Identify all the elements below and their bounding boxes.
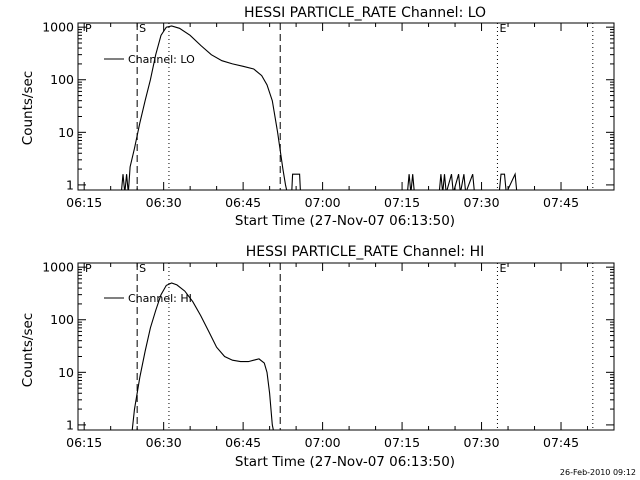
- x-tick-label: 06:15: [66, 195, 102, 210]
- event-marker-label: S: [139, 22, 146, 35]
- y-tick-label: 100: [50, 312, 74, 327]
- x-tick-label: 07:00: [305, 195, 341, 210]
- legend-label: Channel: LO: [128, 53, 195, 66]
- series-line: [131, 282, 274, 430]
- event-marker-label: E: [499, 22, 506, 35]
- y-tick-label: 10: [58, 365, 74, 380]
- corner-marker: P: [85, 262, 92, 275]
- event-marker-label: E: [499, 262, 506, 275]
- event-marker-label: S: [139, 262, 146, 275]
- footer-timestamp: 26-Feb-2010 09:12: [560, 468, 636, 477]
- y-tick-label: 1000: [42, 20, 74, 35]
- x-axis-label: Start Time (27-Nov-07 06:13:50): [235, 213, 455, 229]
- chart-title: HESSI PARTICLE_RATE Channel: LO: [244, 5, 486, 21]
- y-tick-label: 1000: [42, 260, 74, 275]
- y-tick-label: 100: [50, 72, 74, 87]
- x-tick-label: 07:30: [464, 195, 500, 210]
- y-axis-label: Counts/sec: [20, 71, 36, 145]
- x-tick-label: 07:30: [464, 435, 500, 450]
- panel-lo: HESSI PARTICLE_RATE Channel: LO Start Ti…: [20, 5, 615, 229]
- plot-frame: [77, 262, 615, 431]
- legend: Channel: LO: [104, 53, 195, 66]
- corner-marker: P: [85, 22, 92, 35]
- x-axis-label: Start Time (27-Nov-07 06:13:50): [235, 454, 455, 470]
- x-tick-label: 06:45: [225, 195, 261, 210]
- x-tick-label: 07:45: [543, 435, 579, 450]
- x-tick-label: 07:45: [543, 195, 579, 210]
- y-axis-label: Counts/sec: [20, 313, 36, 387]
- y-tick-label: 1: [66, 417, 74, 432]
- y-tick-label: 10: [58, 125, 74, 140]
- x-tick-label: 06:45: [225, 435, 261, 450]
- x-tick-label: 06:30: [146, 435, 182, 450]
- series-line: [121, 25, 518, 190]
- x-tick-label: 06:15: [66, 435, 102, 450]
- x-tick-label: 06:30: [146, 195, 182, 210]
- chart-title: HESSI PARTICLE_RATE Channel: HI: [246, 244, 484, 260]
- x-tick-label: 07:15: [384, 435, 420, 450]
- x-tick-label: 07:15: [384, 195, 420, 210]
- x-tick-label: 07:00: [305, 435, 341, 450]
- plot-frame: [77, 22, 615, 191]
- y-tick-label: 1: [66, 177, 74, 192]
- panel-hi: HESSI PARTICLE_RATE Channel: HI Start Ti…: [20, 244, 615, 470]
